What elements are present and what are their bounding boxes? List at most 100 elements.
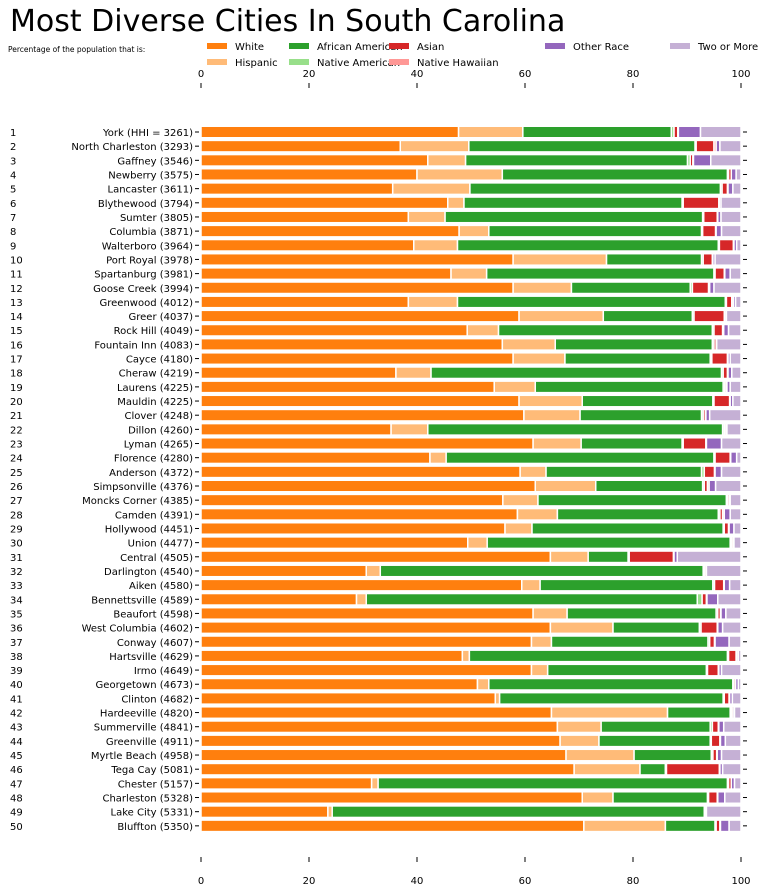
bar-segment-two-or-more (733, 536, 742, 550)
bar-segment-hispanic (549, 550, 589, 564)
bar-segment-white (200, 734, 561, 748)
row-rank: 34 (10, 595, 23, 606)
bar-segment-african-american (365, 592, 699, 606)
bar-segment-two-or-more (714, 252, 742, 266)
city-label: Hardeeville (4820) (100, 709, 193, 720)
bar-segment-asian (727, 649, 737, 663)
city-label: Gaffney (3546) (117, 156, 193, 167)
bar-segment-two-or-more (710, 153, 742, 167)
bar-segment-hispanic (512, 281, 573, 295)
bar-segment-other-race (692, 153, 712, 167)
bar-segment-other-race (714, 635, 730, 649)
bar-segment-hispanic (390, 422, 429, 436)
city-label: Dillon (4260) (128, 425, 193, 436)
bar-segment-two-or-more (724, 791, 742, 805)
bar-segment-african-american (570, 281, 691, 295)
bar-segment-asian (693, 309, 726, 323)
bar-segment-other-race (706, 592, 719, 606)
city-label: Beaufort (4598) (113, 609, 193, 620)
row-rank: 31 (10, 553, 23, 564)
bottom-axis-tick-label: 80 (627, 876, 640, 887)
bar-segment-two-or-more (733, 706, 742, 720)
bar-segment-white (200, 337, 504, 351)
bar-segment-african-american (469, 182, 722, 196)
city-label: West Columbia (4602) (82, 624, 194, 635)
bar-segment-two-or-more (719, 139, 742, 153)
bar-segment-hispanic (416, 167, 504, 181)
bar-segment-hispanic (476, 677, 490, 691)
bar-segment-two-or-more (725, 309, 742, 323)
chart-subtitle: Percentage of the population that is: (8, 45, 146, 54)
bar-segment-hispanic (530, 663, 549, 677)
bar-segment-two-or-more (721, 621, 742, 635)
bar-segment-white (200, 182, 394, 196)
bar-segment-two-or-more (726, 422, 742, 436)
bar-segment-asian (628, 550, 675, 564)
bar-segment-hispanic (583, 819, 667, 833)
bar-segment-asian (682, 196, 720, 210)
city-label: Simpsonville (4376) (93, 482, 193, 493)
bar-segment-two-or-more (731, 366, 742, 380)
bar-segment-african-american (488, 677, 734, 691)
bar-segment-asian (711, 352, 729, 366)
row-rank: 11 (10, 270, 23, 281)
bar-segment-two-or-more (714, 479, 742, 493)
bar-segment-african-american (546, 663, 708, 677)
bar-segment-african-american (545, 465, 703, 479)
city-label: Moncks Corner (4385) (82, 496, 193, 507)
bar-segment-other-race (677, 125, 702, 139)
city-label: Tega Cay (5081) (110, 765, 193, 776)
bar-segment-hispanic (512, 352, 566, 366)
bar-segment-asian (682, 437, 707, 451)
bar-segment-african-american (554, 337, 714, 351)
bar-segment-hispanic (532, 606, 568, 620)
city-label: Spartanburg (3981) (94, 270, 193, 281)
city-label: Clinton (4682) (121, 694, 193, 705)
city-label: Greer (4037) (129, 312, 194, 323)
bar-segment-two-or-more (720, 196, 742, 210)
bar-segment-two-or-more (728, 635, 742, 649)
bar-segment-african-american (430, 366, 723, 380)
row-rank: 49 (10, 808, 23, 819)
row-rank: 24 (10, 454, 23, 465)
row-rank: 19 (10, 383, 23, 394)
bar-segment-hispanic (493, 380, 537, 394)
city-label: York (HHI = 3261) (102, 128, 193, 139)
bar-segment-african-american (598, 734, 711, 748)
row-rank: 8 (10, 227, 16, 238)
bar-segment-african-american (444, 210, 704, 224)
bar-segment-african-american (639, 762, 667, 776)
bar-segment-hispanic (370, 776, 379, 790)
row-rank: 47 (10, 779, 23, 790)
bar-segment-white (200, 224, 460, 238)
city-label: Darlington (4540) (104, 567, 193, 578)
bar-segment-hispanic (407, 210, 446, 224)
bar-segment-african-american (331, 805, 706, 819)
legend-label: Native American (317, 58, 400, 69)
bar-segment-hispanic (395, 366, 432, 380)
bar-segment-african-american (377, 776, 729, 790)
bar-segment-asian (721, 182, 729, 196)
legend-swatch (207, 59, 227, 65)
city-label: Irmo (4649) (134, 666, 193, 677)
legend-label: African American (317, 42, 403, 53)
bar-segment-white (200, 677, 479, 691)
legend-label: Hispanic (235, 58, 278, 69)
legend-swatch (389, 43, 409, 49)
city-label: Blythewood (3794) (98, 199, 193, 210)
row-rank: 12 (10, 284, 23, 295)
city-label: Central (4505) (120, 553, 193, 564)
city-label: Summerville (4841) (94, 723, 193, 734)
bar-segment-two-or-more (735, 238, 742, 252)
bar-segment-hispanic (532, 437, 582, 451)
city-label: Florence (4280) (114, 454, 193, 465)
bar-segment-african-american (379, 564, 704, 578)
bar-segment-white (200, 408, 525, 422)
city-label: Camden (4391) (115, 510, 193, 521)
bar-segment-white (200, 309, 520, 323)
bar-segment-white (200, 819, 585, 833)
city-label: North Charleston (3293) (71, 142, 193, 153)
bar-segment-white (200, 621, 552, 635)
bar-segment-two-or-more (724, 734, 742, 748)
